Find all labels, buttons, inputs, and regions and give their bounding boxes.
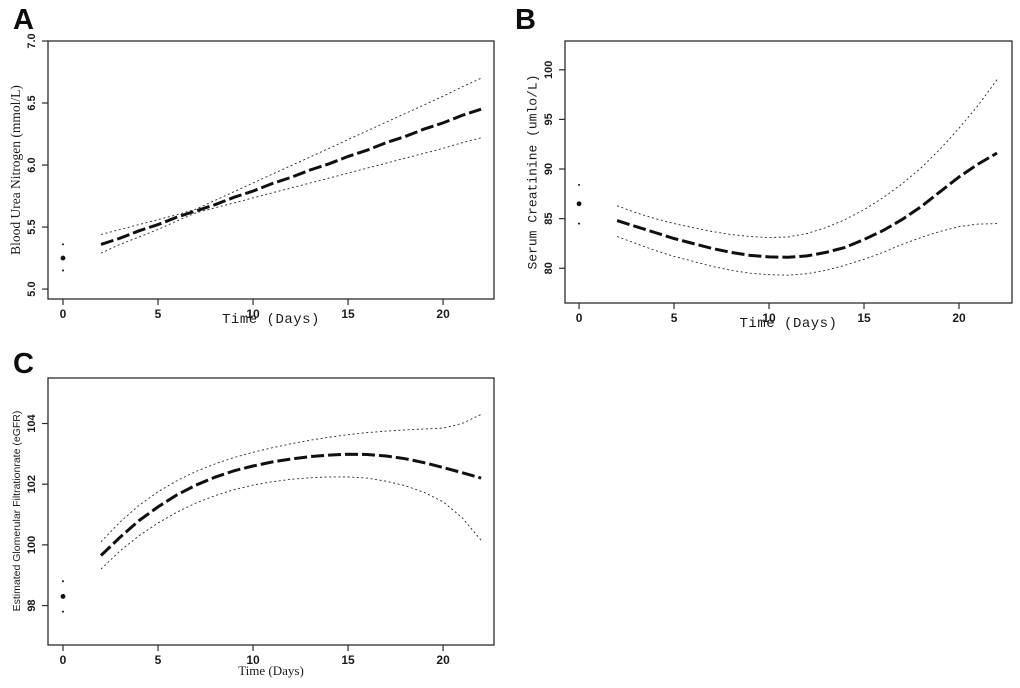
panel-c-plot: 0 5 10 15 20 98 100 102 104 <box>26 377 495 667</box>
panel-a-plot: 0 5 10 15 20 5.0 5.5 6.0 6.5 7.0 <box>26 33 495 321</box>
svg-text:100: 100 <box>26 536 38 554</box>
panel-a-label: A <box>13 4 34 36</box>
svg-text:0: 0 <box>60 307 67 321</box>
panel-c-label: C <box>13 348 34 380</box>
svg-text:90: 90 <box>543 163 555 175</box>
svg-text:85: 85 <box>543 213 555 225</box>
svg-text:5.0: 5.0 <box>26 281 38 296</box>
svg-text:10: 10 <box>762 311 776 325</box>
panel-a-x-axis-label: Time (Days) <box>222 312 320 328</box>
svg-text:5: 5 <box>671 311 678 325</box>
svg-text:0: 0 <box>60 653 67 667</box>
svg-text:104: 104 <box>26 413 38 432</box>
panel-b-label: B <box>515 4 536 36</box>
svg-text:95: 95 <box>543 113 555 125</box>
svg-text:6.5: 6.5 <box>26 95 38 110</box>
svg-text:20: 20 <box>952 311 966 325</box>
svg-text:80: 80 <box>543 262 555 274</box>
panel-b-x-axis-label: Time (Days) <box>739 316 838 332</box>
svg-text:102: 102 <box>26 475 38 493</box>
panel-a-y-axis-label: Blood Urea Nitrogen (mmol/L) <box>8 85 23 255</box>
svg-text:20: 20 <box>436 307 450 321</box>
svg-text:100: 100 <box>543 61 555 79</box>
svg-text:20: 20 <box>436 653 450 667</box>
svg-text:5.5: 5.5 <box>26 219 38 234</box>
svg-text:10: 10 <box>246 653 260 667</box>
svg-text:98: 98 <box>26 599 38 611</box>
svg-text:0: 0 <box>576 311 583 325</box>
svg-text:5: 5 <box>155 653 162 667</box>
panel-c-y-axis-label: Estimated Glomerular Filtrationrate (eGF… <box>11 410 23 612</box>
panel-b-plot: 0 5 10 15 20 80 85 90 95 100 <box>543 40 1013 325</box>
svg-text:10: 10 <box>246 307 260 321</box>
svg-text:7.0: 7.0 <box>26 33 38 48</box>
panel-c-x-axis-label: Time (Days) <box>238 663 304 678</box>
svg-text:15: 15 <box>341 653 355 667</box>
svg-text:15: 15 <box>857 311 871 325</box>
svg-text:5: 5 <box>155 307 162 321</box>
svg-text:6.0: 6.0 <box>26 157 38 172</box>
svg-text:15: 15 <box>341 307 355 321</box>
panel-b-y-axis-label: Serum Creatinine (umlo/L) <box>525 74 541 270</box>
